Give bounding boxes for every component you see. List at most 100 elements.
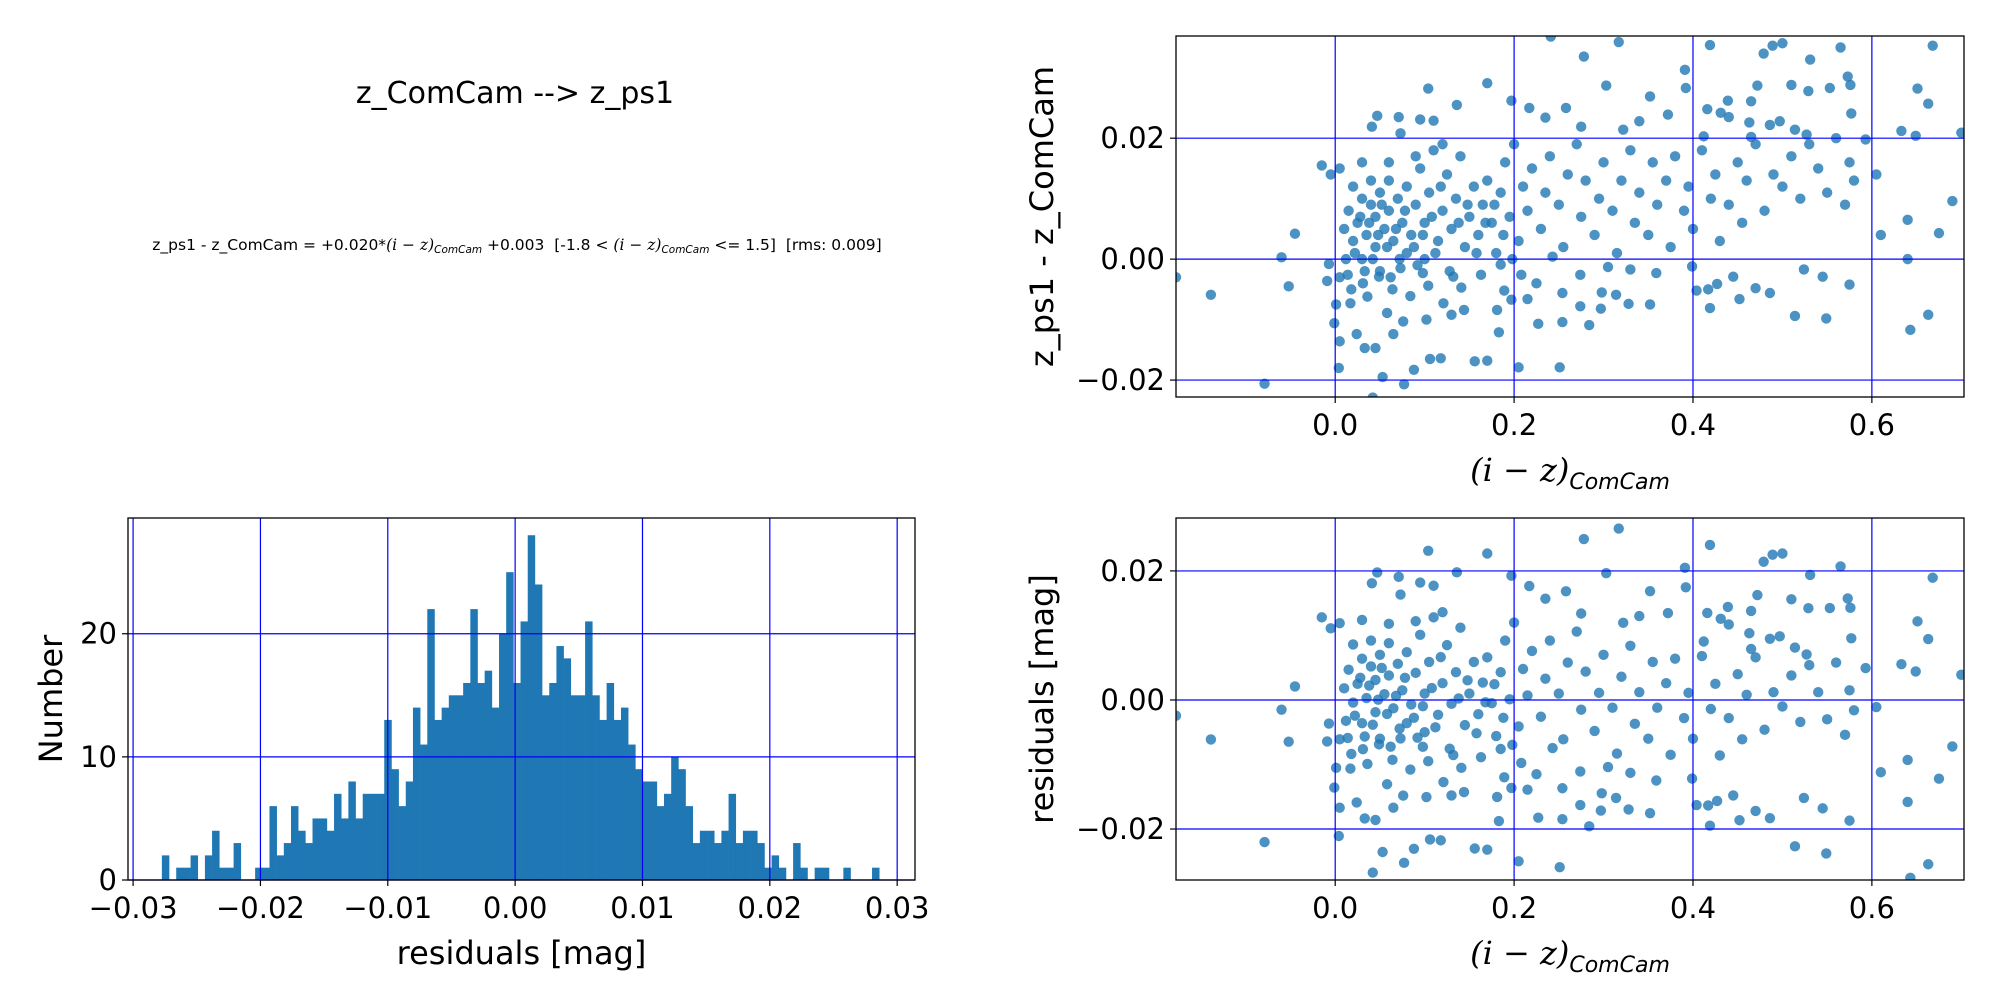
data-point [1759, 724, 1770, 735]
data-point [1428, 115, 1439, 126]
data-point [1723, 712, 1734, 724]
data-point [1575, 269, 1586, 281]
data-point [1683, 181, 1694, 192]
data-point [1801, 649, 1812, 660]
data-point [1412, 259, 1423, 271]
data-point [1359, 731, 1370, 742]
data-point [1372, 229, 1384, 241]
histogram-bar [491, 707, 500, 880]
data-point [1821, 714, 1833, 725]
data-point [1610, 792, 1622, 804]
data-point [1437, 139, 1448, 150]
data-point [1356, 717, 1368, 729]
data-point [1652, 199, 1663, 210]
histogram-bar [520, 621, 529, 880]
data-point [1598, 157, 1609, 168]
data-point [1388, 802, 1399, 813]
data-point [1750, 805, 1761, 817]
data-point [1768, 687, 1779, 698]
data-point [1482, 175, 1493, 186]
data-point [1370, 814, 1381, 826]
histogram-bar [649, 781, 658, 880]
x-tick-label: 0.6 [1849, 408, 1895, 442]
data-point [1513, 721, 1524, 732]
data-point [1736, 734, 1748, 745]
data-point [1625, 640, 1636, 651]
data-point [1289, 228, 1301, 239]
data-point [1410, 667, 1421, 679]
data-point [1417, 229, 1429, 241]
data-point [1491, 730, 1502, 742]
data-point [1419, 217, 1430, 229]
data-point [1651, 775, 1662, 786]
histogram-bar [821, 867, 830, 880]
histogram-bar [398, 806, 407, 880]
data-point [1789, 310, 1801, 322]
data-point [1593, 687, 1605, 699]
data-point [1910, 130, 1921, 141]
data-point [1544, 635, 1556, 646]
data-point [1669, 151, 1681, 162]
data-point [1522, 205, 1533, 216]
data-point [1432, 235, 1444, 247]
data-point [1596, 788, 1607, 799]
histogram-bar [312, 818, 320, 880]
histogram-bar [355, 818, 364, 880]
data-point [1764, 812, 1776, 824]
data-point [1473, 229, 1484, 241]
data-point [1458, 786, 1470, 798]
data-point [1176, 710, 1182, 721]
data-point [1786, 151, 1797, 162]
histogram-bar [592, 695, 600, 880]
data-point [1764, 119, 1776, 131]
data-point [1711, 795, 1723, 807]
data-point [1468, 181, 1480, 192]
data-point [1323, 718, 1335, 729]
histogram-bar [527, 535, 536, 880]
histogram-bar [742, 830, 751, 880]
data-point [1334, 802, 1345, 813]
data-point [1758, 48, 1769, 59]
data-point [1846, 108, 1857, 119]
data-point [1513, 362, 1524, 373]
data-point [1459, 719, 1471, 731]
data-point [1623, 804, 1634, 815]
histogram-bar [757, 843, 765, 880]
data-point [1355, 672, 1366, 683]
data-point [1366, 121, 1378, 132]
x-axis-label-main: (i − z) [1470, 934, 1569, 972]
data-point [1545, 36, 1556, 42]
data-point [1842, 71, 1853, 82]
data-point [1399, 672, 1411, 683]
data-point [1789, 841, 1801, 852]
histogram-bar [671, 756, 679, 880]
data-point [1923, 309, 1934, 320]
histogram-bar [470, 609, 478, 880]
data-point [1734, 815, 1745, 826]
data-point [1458, 304, 1470, 316]
data-point [1835, 42, 1846, 53]
data-point [1589, 229, 1600, 241]
data-point [1410, 616, 1421, 627]
histogram-bar [377, 793, 385, 880]
data-point [1680, 582, 1692, 593]
data-point [1459, 241, 1471, 253]
histogram-bar [204, 855, 213, 880]
data-point [1910, 666, 1921, 677]
data-point [1691, 285, 1702, 296]
data-point [1821, 848, 1832, 859]
histogram-bar [800, 867, 808, 880]
data-point [1343, 664, 1354, 675]
data-point [1728, 271, 1739, 282]
data-point [1456, 762, 1467, 774]
data-point [1464, 211, 1475, 223]
histogram-bar [764, 867, 772, 880]
data-point [1535, 223, 1547, 235]
data-point [1351, 797, 1362, 808]
data-point [1424, 834, 1436, 845]
data-point [1795, 193, 1806, 204]
data-point [1860, 662, 1871, 674]
data-point [1499, 635, 1511, 646]
data-point [1744, 628, 1755, 639]
histogram-bar [255, 867, 263, 880]
